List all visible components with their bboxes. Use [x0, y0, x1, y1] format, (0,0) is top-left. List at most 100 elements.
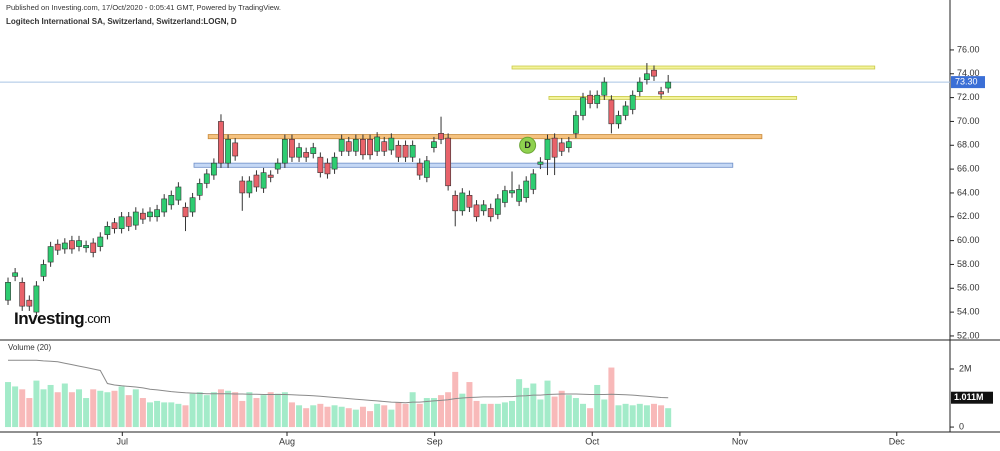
volume-bar: [452, 371, 459, 428]
candle-body: [97, 236, 104, 247]
volume-bar: [622, 403, 629, 428]
volume-bar: [168, 402, 175, 428]
y-tick-label: 60.00: [957, 235, 980, 245]
volume-bar: [359, 406, 366, 428]
candle-body: [125, 216, 132, 227]
candle-body: [111, 222, 118, 229]
y-tick-label: 70.00: [957, 116, 980, 126]
candle-body: [445, 137, 452, 187]
volume-bar: [303, 408, 310, 428]
candle-body: [260, 172, 267, 189]
volume-bar: [203, 395, 210, 428]
event-marker-label: D: [524, 140, 531, 150]
y-tick-label: 2M: [959, 363, 972, 373]
volume-bar: [97, 390, 104, 428]
volume-bar: [154, 400, 161, 428]
x-tick-label: Dec: [889, 436, 906, 446]
candle-body: [580, 97, 586, 116]
candle-body: [409, 144, 416, 158]
volume-bar: [104, 392, 111, 428]
volume-bar: [501, 402, 508, 428]
candle-body: [232, 142, 239, 157]
volume-bar: [416, 403, 423, 428]
volume-bar: [629, 405, 636, 428]
volume-bar: [68, 392, 75, 428]
volume-bar: [402, 403, 409, 428]
candle-body: [61, 242, 68, 250]
chart-title: Logitech International SA, Switzerland, …: [6, 17, 237, 26]
candle-body: [473, 204, 480, 218]
volume-bar: [409, 392, 416, 428]
candle-body: [90, 242, 97, 253]
volume-bar: [530, 383, 537, 428]
volume-bar: [253, 398, 260, 428]
volume-bar: [544, 380, 551, 428]
volume-bar: [643, 405, 650, 428]
volume-bar: [288, 402, 295, 428]
logo-main: Investing: [14, 309, 84, 328]
volume-average-line: [8, 359, 669, 404]
candle-body: [132, 211, 139, 226]
candle-body: [246, 180, 253, 194]
volume-bar: [175, 403, 182, 428]
candle-body: [509, 190, 515, 194]
volume-bar: [509, 400, 516, 428]
candle-body: [76, 240, 82, 247]
volume-bar: [182, 405, 189, 428]
candle-body: [26, 299, 33, 307]
volume-bar: [26, 398, 33, 428]
volume-bar: [260, 395, 267, 428]
candle-body: [374, 136, 381, 152]
candle-body: [281, 139, 288, 164]
candle-body: [317, 156, 324, 173]
candle-body: [530, 173, 537, 190]
candle-body: [253, 174, 260, 188]
volume-bar: [423, 398, 430, 428]
price-zone: [548, 96, 798, 100]
volume-bar: [352, 409, 359, 428]
candle-body: [523, 180, 530, 199]
volume-bar: [480, 403, 487, 428]
volume-bar: [551, 396, 558, 428]
volume-bar: [12, 386, 19, 428]
y-tick-label: 72.00: [957, 92, 980, 102]
candle-body: [33, 285, 40, 313]
candle-body: [608, 99, 615, 125]
candle-body: [494, 198, 501, 215]
volume-bar: [587, 408, 594, 428]
candle-body: [147, 211, 153, 218]
x-tick-label: Nov: [732, 436, 749, 446]
candle-body: [40, 264, 47, 277]
candle-body: [289, 139, 295, 158]
volume-bar: [494, 403, 501, 428]
x-tick-label: Sep: [427, 436, 443, 446]
volume-bar: [317, 403, 324, 428]
published-note: Published on Investing.com, 17/Oct/2020 …: [6, 3, 281, 12]
volume-bar: [225, 390, 232, 428]
volume-bar: [388, 409, 395, 428]
candle-body: [402, 144, 409, 158]
candle-body: [331, 156, 338, 170]
volume-bar: [76, 389, 83, 428]
price-zone: [207, 134, 763, 140]
volume-bar: [246, 392, 253, 428]
volume-bar: [374, 403, 381, 428]
candle-body: [338, 139, 345, 152]
candle-body: [352, 139, 359, 152]
volume-bar: [296, 405, 303, 428]
candle-body: [480, 204, 487, 212]
volume-bar: [161, 402, 168, 428]
candle-body: [587, 94, 594, 104]
candle-body: [438, 133, 444, 140]
candle-body: [345, 141, 352, 152]
volume-bar: [54, 392, 61, 428]
candle-body: [651, 69, 657, 77]
candle-body: [658, 91, 664, 95]
volume-bar: [47, 384, 54, 428]
y-tick-label: 68.00: [957, 140, 980, 150]
volume-bar: [196, 392, 203, 428]
volume-bar: [487, 403, 494, 428]
volume-bar: [239, 400, 246, 428]
candle-body: [12, 272, 19, 277]
